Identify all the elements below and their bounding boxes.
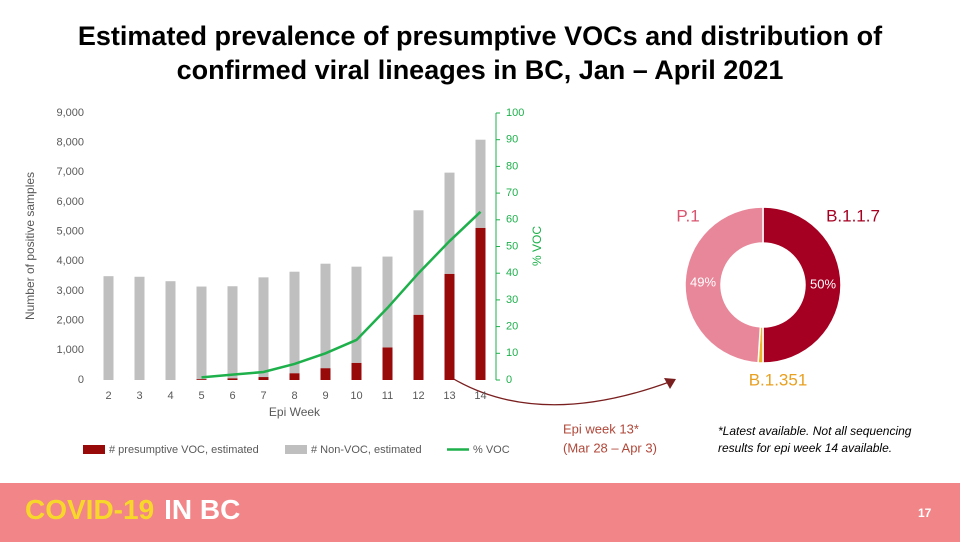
bar — [444, 172, 455, 274]
y-tick-label: 3,000 — [56, 285, 84, 297]
x-tick-label: 2 — [105, 390, 111, 402]
bar — [320, 368, 331, 380]
y-tick-label: 0 — [78, 374, 84, 386]
y2-tick-label: 60 — [506, 214, 518, 226]
x-tick-label: 10 — [350, 390, 362, 402]
slide-title: confirmed viral lineages in BC, Jan – Ap… — [177, 55, 784, 85]
y2-tick-label: 70 — [506, 187, 518, 199]
legend-label: # Non-VOC, estimated — [311, 444, 422, 456]
page-number: 17 — [918, 506, 932, 520]
bar — [227, 286, 238, 379]
donut-slice — [684, 206, 764, 364]
x-axis-label: Epi Week — [269, 405, 321, 419]
value-label: 49% — [690, 275, 716, 290]
x-tick-label: 13 — [443, 390, 455, 402]
slide-title: Estimated prevalence of presumptive VOCs… — [78, 21, 883, 51]
bar — [382, 347, 393, 380]
x-tick-label: 3 — [136, 390, 142, 402]
brand-part: COVID-19 — [25, 494, 154, 525]
y2-tick-label: 30 — [506, 294, 518, 306]
slice-label: P.1 — [676, 206, 699, 225]
bar — [475, 139, 486, 228]
y-axis-label: Number of positive samples — [23, 172, 37, 320]
bar — [289, 373, 300, 380]
bar — [103, 276, 114, 380]
y-tick-label: 7,000 — [56, 166, 84, 178]
y2-tick-label: 100 — [506, 107, 524, 119]
legend-label: # presumptive VOC, estimated — [109, 444, 259, 456]
bar — [258, 277, 269, 378]
footer-brand: COVID-19 IN BC — [25, 494, 240, 525]
bar — [134, 276, 145, 380]
y-tick-label: 6,000 — [56, 196, 84, 208]
brand-part: IN BC — [164, 494, 240, 525]
y2-axis-label: % VOC — [530, 226, 544, 266]
x-tick-label: 8 — [291, 390, 297, 402]
bar — [351, 266, 362, 363]
y-tick-label: 1,000 — [56, 344, 84, 356]
x-tick-label: 12 — [412, 390, 424, 402]
bar — [165, 281, 176, 380]
bar — [196, 286, 207, 380]
y2-tick-label: 90 — [506, 134, 518, 146]
y2-tick-label: 40 — [506, 267, 518, 279]
y2-tick-label: 50 — [506, 240, 518, 252]
annotation: (Mar 28 – Apr 3) — [563, 440, 657, 455]
y2-tick-label: 10 — [506, 347, 518, 359]
bar — [258, 377, 269, 380]
footnote: results for epi week 14 available. — [718, 441, 892, 455]
bar — [196, 379, 207, 380]
bar — [413, 314, 424, 380]
footer-band — [0, 483, 960, 542]
legend-swatch — [83, 445, 105, 454]
line — [201, 210, 482, 379]
bar — [289, 271, 300, 374]
bar — [444, 273, 455, 380]
arrow — [451, 377, 673, 406]
footnote: *Latest available. Not all sequencing — [718, 424, 912, 438]
annotation: Epi week 13* — [563, 421, 639, 436]
bar — [351, 362, 362, 380]
donut-slice — [762, 206, 842, 364]
x-tick-label: 6 — [229, 390, 235, 402]
y-tick-label: 8,000 — [56, 137, 84, 149]
y2-tick-label: 20 — [506, 321, 518, 333]
bar — [227, 378, 238, 380]
x-tick-label: 4 — [167, 390, 173, 402]
y2-tick-label: 80 — [506, 160, 518, 172]
y-tick-label: 2,000 — [56, 315, 84, 327]
slice-label: B.1.351 — [749, 370, 808, 389]
x-tick-label: 9 — [322, 390, 328, 402]
bar — [475, 227, 486, 380]
x-tick-label: 14 — [474, 390, 486, 402]
value-label: 50% — [810, 276, 836, 291]
arrow-head — [664, 378, 676, 389]
x-tick-label: 5 — [198, 390, 204, 402]
bar — [320, 263, 331, 369]
y2-tick-label: 0 — [506, 374, 512, 386]
legend-swatch — [285, 445, 307, 454]
bar — [413, 210, 424, 315]
y-tick-label: 9,000 — [56, 107, 84, 119]
x-tick-label: 7 — [260, 390, 266, 402]
x-tick-label: 11 — [382, 390, 393, 402]
bar — [382, 256, 393, 348]
y-tick-label: 5,000 — [56, 226, 84, 238]
slice-label: B.1.1.7 — [826, 206, 880, 225]
legend-label: % VOC — [473, 444, 510, 456]
y-tick-label: 4,000 — [56, 255, 84, 267]
